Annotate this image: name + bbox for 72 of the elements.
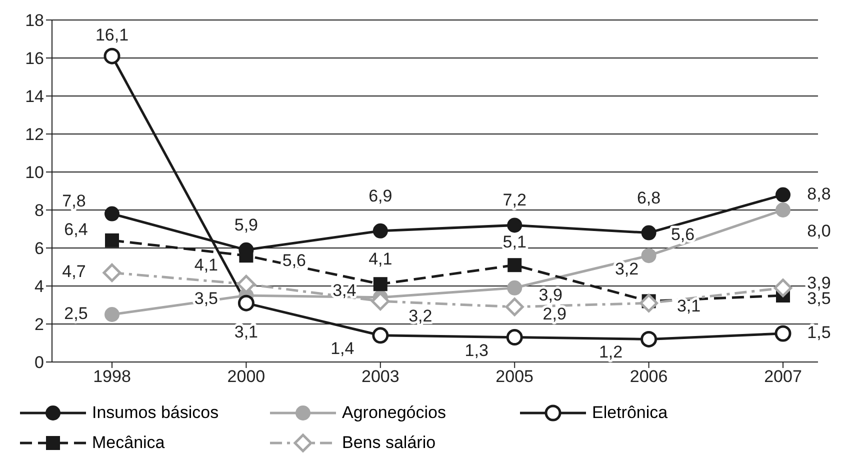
- point: [774, 325, 792, 342]
- data-label: 8,8: [807, 184, 831, 204]
- point: [641, 225, 656, 240]
- x-tick-label: 2007: [764, 367, 802, 386]
- point: [505, 298, 524, 316]
- x-tick-label: 2006: [630, 367, 668, 386]
- data-label: 5,9: [234, 215, 258, 234]
- x-tick-label: 2003: [361, 367, 400, 386]
- point: [507, 280, 522, 296]
- y-tick-label: 4: [34, 277, 44, 296]
- data-label: 3,1: [234, 322, 258, 342]
- data-label: 5,6: [670, 225, 695, 244]
- legend-label: Mecânica: [92, 433, 165, 453]
- point: [507, 218, 522, 233]
- data-label: 3,5: [194, 288, 218, 308]
- x-tick-label: 2005: [496, 367, 534, 386]
- y-tick-label: 18: [25, 11, 44, 30]
- y-tick-label: 12: [25, 125, 44, 144]
- data-label: 3,4: [332, 280, 356, 300]
- data-label: 6,9: [368, 186, 392, 206]
- y-tick-label: 14: [25, 87, 44, 106]
- point: [104, 307, 120, 322]
- legend-label: Agronegócios: [342, 403, 446, 423]
- data-label: 1,4: [330, 338, 354, 358]
- point: [238, 294, 254, 312]
- data-label: 2,5: [64, 304, 88, 323]
- data-label: 7,2: [502, 190, 526, 210]
- data-label: 3,2: [408, 306, 432, 326]
- data-label: 1,5: [807, 322, 831, 342]
- y-tick-label: 10: [25, 163, 44, 182]
- data-label: 6,4: [64, 220, 88, 239]
- data-label: 3,9: [807, 273, 831, 292]
- data-label: 4,7: [62, 262, 86, 282]
- point: [774, 278, 792, 298]
- y-tick-label: 0: [34, 353, 44, 372]
- point: [641, 248, 656, 264]
- y-tick-label: 16: [25, 49, 44, 68]
- data-label: 8,0: [807, 221, 831, 240]
- y-tick-label: 2: [34, 315, 44, 334]
- x-tick-label: 2000: [227, 367, 266, 386]
- data-label: 6,8: [636, 188, 661, 208]
- y-tick-label: 8: [34, 201, 44, 220]
- point: [776, 202, 790, 218]
- data-label: 16,1: [95, 26, 129, 45]
- point: [506, 329, 523, 346]
- point: [104, 206, 120, 222]
- point: [776, 187, 790, 202]
- data-label: 1,2: [598, 342, 623, 362]
- data-label: 3,2: [614, 260, 639, 279]
- legend-label: Bens salário: [342, 433, 436, 453]
- data-label: 3,9: [538, 285, 562, 304]
- point: [372, 327, 389, 344]
- point: [102, 263, 122, 282]
- point: [640, 294, 658, 312]
- data-label: 2,9: [542, 304, 566, 324]
- data-label: 5,1: [502, 232, 526, 252]
- point: [640, 330, 658, 348]
- x-tick-label: 1998: [93, 367, 131, 386]
- y-tick-label: 6: [34, 239, 44, 258]
- data-label: 3,1: [676, 296, 701, 316]
- data-label: 4,1: [194, 256, 218, 275]
- data-label: 5,6: [282, 251, 306, 270]
- point: [508, 258, 522, 272]
- point: [105, 233, 119, 248]
- legend-label: Eletrônica: [592, 403, 668, 423]
- data-label: 4,1: [368, 250, 392, 269]
- legend-label: Insumos básicos: [92, 403, 219, 423]
- point: [373, 277, 388, 292]
- point: [372, 223, 388, 238]
- data-label: 1,3: [464, 340, 488, 360]
- data-label: 7,8: [62, 191, 86, 210]
- point: [104, 48, 120, 64]
